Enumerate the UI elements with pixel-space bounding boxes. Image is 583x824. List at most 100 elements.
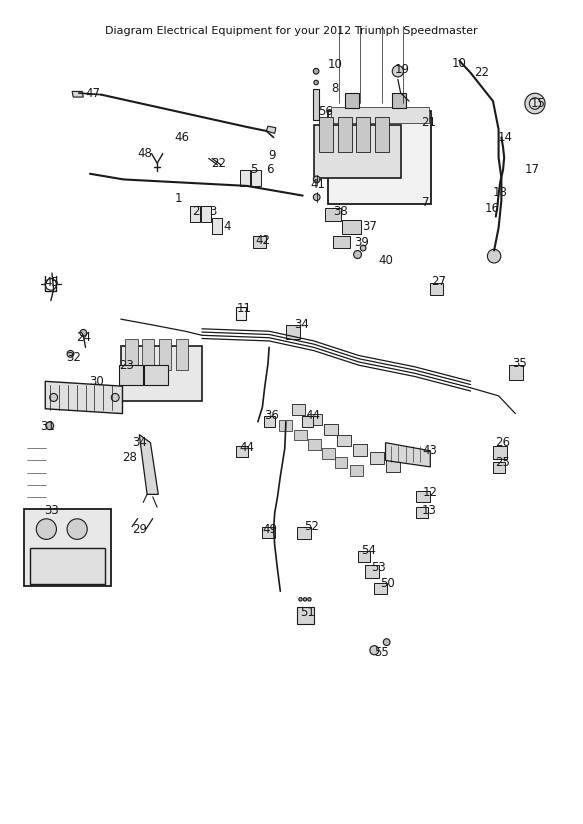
Bar: [236, 307, 245, 320]
Circle shape: [314, 80, 318, 85]
Circle shape: [36, 519, 57, 540]
Bar: [357, 551, 370, 562]
Circle shape: [383, 639, 390, 645]
Bar: [375, 117, 389, 152]
Circle shape: [529, 98, 540, 110]
Bar: [121, 346, 202, 400]
Circle shape: [111, 394, 119, 401]
Bar: [301, 416, 312, 427]
Text: 46: 46: [175, 131, 190, 144]
Text: 32: 32: [66, 350, 80, 363]
Bar: [264, 416, 275, 427]
Polygon shape: [139, 434, 159, 494]
Text: 37: 37: [363, 220, 377, 232]
Circle shape: [67, 519, 87, 540]
Text: 39: 39: [354, 236, 369, 249]
Bar: [385, 461, 399, 472]
Text: 45: 45: [44, 276, 59, 289]
Text: 11: 11: [237, 302, 251, 315]
Bar: [159, 339, 171, 370]
Bar: [279, 420, 292, 431]
Bar: [142, 339, 154, 370]
Text: 9: 9: [268, 148, 276, 162]
Text: 50: 50: [380, 577, 395, 590]
Text: 24: 24: [76, 331, 91, 344]
Polygon shape: [72, 91, 83, 97]
Bar: [236, 446, 248, 457]
Bar: [312, 89, 319, 119]
Bar: [297, 607, 314, 624]
Bar: [24, 509, 111, 586]
Text: 28: 28: [122, 451, 136, 464]
Text: 34: 34: [294, 318, 309, 331]
Polygon shape: [385, 442, 430, 467]
Text: 22: 22: [211, 157, 226, 170]
Bar: [308, 439, 321, 450]
Text: 44: 44: [239, 441, 254, 454]
Bar: [342, 220, 361, 234]
Circle shape: [313, 68, 319, 74]
Bar: [254, 236, 266, 248]
Text: 5: 5: [250, 163, 257, 176]
Text: 26: 26: [496, 436, 511, 449]
Circle shape: [298, 597, 302, 601]
Text: 15: 15: [531, 97, 545, 110]
Text: 51: 51: [300, 606, 315, 619]
Text: 56: 56: [318, 105, 332, 118]
Text: 38: 38: [333, 205, 348, 218]
Text: 52: 52: [304, 520, 318, 533]
Bar: [356, 117, 370, 152]
Text: 7: 7: [422, 195, 430, 208]
Bar: [430, 283, 442, 295]
Bar: [493, 446, 507, 459]
Bar: [328, 110, 431, 204]
Circle shape: [80, 330, 87, 336]
Text: 18: 18: [492, 186, 507, 199]
Bar: [322, 448, 335, 459]
Bar: [201, 206, 211, 222]
Polygon shape: [266, 126, 276, 133]
Circle shape: [392, 66, 403, 77]
Bar: [314, 125, 401, 178]
Circle shape: [67, 350, 74, 358]
Bar: [308, 414, 322, 425]
Text: 16: 16: [484, 202, 500, 215]
Bar: [366, 565, 380, 578]
Polygon shape: [45, 382, 122, 414]
Text: 14: 14: [498, 131, 513, 144]
Text: 40: 40: [378, 254, 393, 267]
Text: 4: 4: [223, 220, 231, 232]
Bar: [125, 339, 138, 370]
Circle shape: [354, 250, 361, 259]
Circle shape: [360, 246, 366, 251]
Bar: [353, 444, 367, 456]
Text: 34: 34: [132, 436, 147, 449]
Text: 6: 6: [266, 163, 274, 176]
Bar: [325, 208, 340, 221]
Text: 17: 17: [525, 163, 540, 176]
Bar: [324, 424, 338, 435]
Circle shape: [303, 597, 307, 601]
Text: 44: 44: [305, 409, 320, 422]
Bar: [319, 117, 333, 152]
Bar: [333, 236, 350, 248]
Text: 2: 2: [192, 205, 200, 218]
Bar: [262, 527, 275, 538]
Bar: [331, 107, 429, 123]
Bar: [370, 452, 384, 464]
Text: 25: 25: [496, 456, 511, 469]
Circle shape: [525, 93, 545, 114]
Text: 12: 12: [423, 486, 438, 499]
Text: 10: 10: [452, 57, 467, 70]
Text: 10: 10: [328, 59, 343, 71]
Text: 27: 27: [431, 274, 445, 288]
Bar: [338, 434, 352, 446]
Bar: [345, 93, 359, 108]
Text: 21: 21: [421, 116, 436, 129]
Text: 22: 22: [475, 67, 489, 79]
Text: 41: 41: [311, 178, 326, 191]
Bar: [292, 404, 305, 415]
Text: Diagram Electrical Equipment for your 2012 Triumph Speedmaster: Diagram Electrical Equipment for your 20…: [105, 26, 478, 36]
Text: 47: 47: [85, 87, 100, 100]
Circle shape: [50, 394, 58, 401]
